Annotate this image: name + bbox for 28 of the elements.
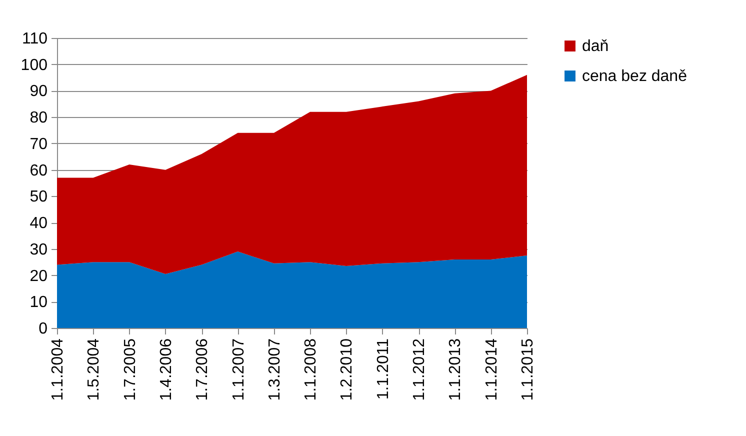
y-tick-label: 100 xyxy=(20,56,48,74)
y-tick-label: 60 xyxy=(30,162,48,180)
x-tick-label: 1.1.2011 xyxy=(374,338,392,400)
y-tick-label: 80 xyxy=(30,110,48,127)
x-tick-label: 1.4.2006 xyxy=(158,338,175,401)
y-tick-label: 0 xyxy=(38,320,48,338)
y-tick-label: 50 xyxy=(30,188,48,206)
y-tick-label: 30 xyxy=(30,241,48,258)
y-tick-label: 90 xyxy=(30,83,48,100)
x-tick-label: 1.5.2004 xyxy=(86,338,103,401)
y-tick-label: 70 xyxy=(30,136,48,153)
x-tick-label: 1.7.2006 xyxy=(194,338,212,401)
x-tick-label: 1.1.2008 xyxy=(302,338,320,401)
x-tick-label: 1.1.2014 xyxy=(483,338,500,401)
y-tick-label: 10 xyxy=(30,294,48,312)
y-tick-label: 110 xyxy=(22,30,48,48)
x-tick-label: 1.1.2012 xyxy=(411,338,428,401)
legend-label: daň xyxy=(582,38,609,55)
x-tick-label: 1.1.2007 xyxy=(230,338,248,401)
legend-label: cena bez daně xyxy=(582,68,688,85)
x-tick-label: 1.7.2005 xyxy=(122,338,139,401)
x-tick-label: 1.3.2007 xyxy=(266,338,284,401)
x-tick-label: 1.1.2013 xyxy=(447,338,464,401)
x-tick-label: 1.1.2004 xyxy=(50,338,66,401)
y-tick-label: 20 xyxy=(30,268,48,285)
x-tick-label: 1.2.2010 xyxy=(338,338,356,401)
y-tick-label: 40 xyxy=(30,215,48,232)
x-tick-label: 1.1.2015 xyxy=(520,338,536,401)
